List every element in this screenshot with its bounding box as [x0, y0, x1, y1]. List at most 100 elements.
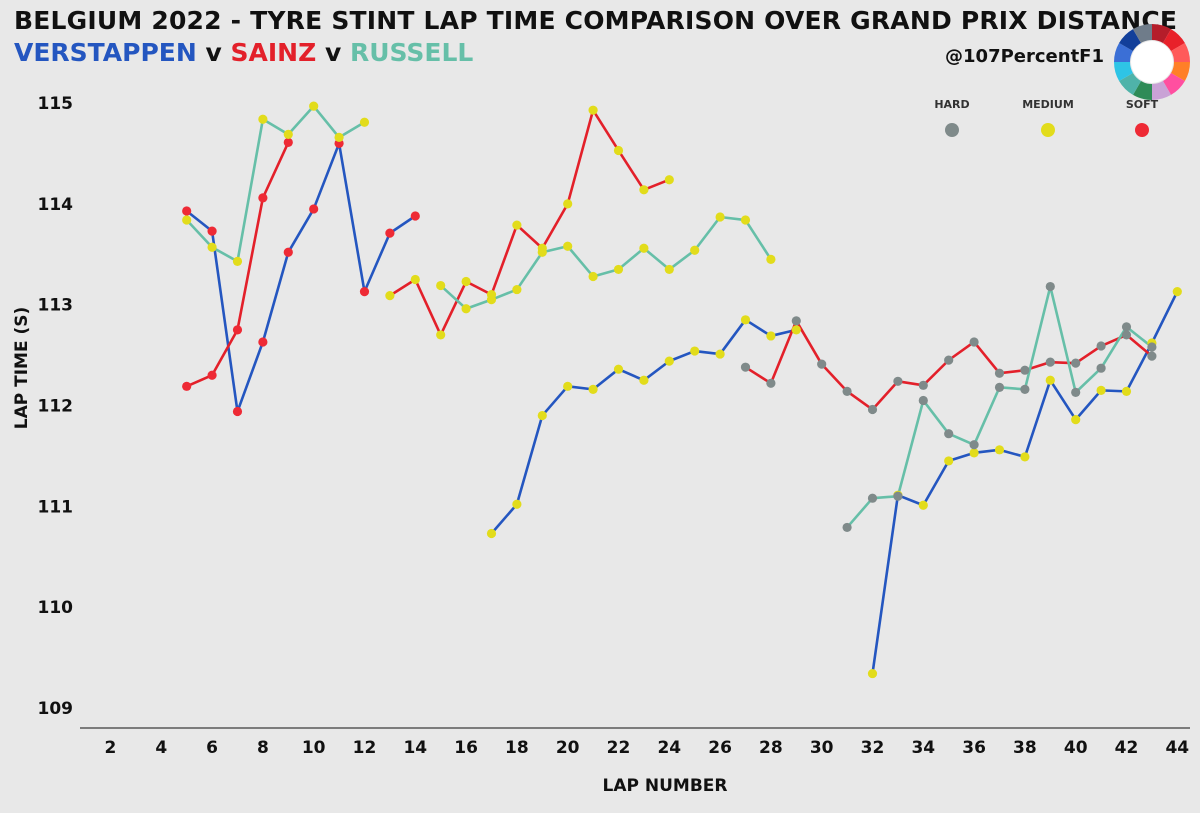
- series-points-sainz: [182, 105, 1157, 415]
- data-point: [486, 295, 497, 305]
- data-point: [994, 368, 1005, 378]
- y-tick-label: 115: [38, 94, 74, 114]
- data-point: [1121, 322, 1132, 332]
- logo-segment: [1163, 73, 1185, 95]
- data-point: [893, 491, 903, 501]
- series-points-verstappen: [182, 138, 1182, 679]
- data-point: [664, 356, 674, 366]
- data-point: [817, 359, 827, 369]
- data-point: [436, 330, 446, 340]
- x-tick-label: 40: [1064, 738, 1088, 758]
- data-point: [512, 284, 522, 295]
- data-point: [664, 175, 674, 185]
- data-point: [385, 228, 395, 238]
- stint-line-1: [185, 104, 366, 263]
- data-point: [766, 331, 776, 341]
- versus-label: v: [205, 38, 222, 67]
- data-point: [563, 199, 573, 209]
- data-point: [969, 337, 979, 347]
- driver-russell-label: RUSSELL: [349, 38, 474, 67]
- data-point: [1121, 330, 1132, 340]
- series-points-russell: [182, 101, 1157, 533]
- legend-marker-soft: [1135, 123, 1149, 137]
- stint-line-2: [490, 318, 797, 535]
- x-tick-label: 36: [962, 738, 986, 758]
- data-point: [1172, 286, 1182, 297]
- data-point: [410, 274, 420, 285]
- x-tick-label: 14: [403, 738, 427, 758]
- x-tick-label: 22: [607, 738, 631, 758]
- data-point: [359, 117, 370, 127]
- axes: 2 4 6 8 10 12 14 16 18 20 22 24 26 28 30 32 34 36 38 40 42 44…: [12, 94, 1190, 796]
- logo-segment: [1152, 24, 1171, 43]
- stint-line-3: [871, 291, 1179, 674]
- data-point: [791, 316, 801, 326]
- y-tick-label: 110: [38, 598, 74, 618]
- data-point: [1096, 385, 1106, 395]
- logo-segment: [1114, 43, 1133, 62]
- data-point: [867, 668, 878, 679]
- data-point: [740, 362, 751, 372]
- driver-sainz-label: SAINZ: [230, 38, 317, 67]
- data-point: [410, 211, 420, 221]
- y-tick-label: 114: [38, 195, 74, 215]
- stint-line-3: [846, 285, 1153, 529]
- data-point: [461, 304, 471, 314]
- data-point: [918, 380, 928, 390]
- data-point: [690, 346, 700, 356]
- stint-line-3: [744, 319, 1153, 411]
- data-point: [334, 132, 344, 142]
- donut-color-wheel-icon: [1114, 24, 1190, 100]
- data-point: [1096, 363, 1106, 373]
- x-tick-label: 2: [105, 738, 117, 758]
- x-tick-label: 10: [302, 738, 326, 758]
- stint-line-2: [389, 108, 670, 337]
- legend-label-hard: HARD: [934, 98, 969, 111]
- data-point: [944, 456, 954, 466]
- data-point: [1020, 365, 1030, 375]
- data-point: [1071, 387, 1081, 397]
- data-point: [740, 215, 751, 225]
- versus-label: v: [324, 38, 342, 67]
- chart-subtitle: VERSTAPPEN v SAINZ v RUSSELL: [14, 38, 473, 67]
- data-point: [613, 145, 624, 156]
- logo-segment: [1133, 81, 1152, 100]
- data-point: [537, 410, 547, 421]
- data-point: [664, 264, 674, 275]
- x-axis-label: LAP NUMBER: [603, 776, 728, 796]
- y-tick-label: 112: [38, 396, 74, 416]
- x-tick-label: 8: [257, 738, 269, 758]
- data-point: [639, 375, 649, 385]
- data-point: [461, 276, 471, 287]
- data-point: [740, 315, 751, 325]
- logo-segment: [1163, 29, 1185, 51]
- data-point: [944, 355, 954, 365]
- x-tick-label: 24: [657, 738, 681, 758]
- data-point: [994, 382, 1005, 392]
- data-point: [309, 101, 319, 111]
- data-point: [258, 193, 268, 203]
- data-point: [639, 243, 649, 253]
- data-point: [1096, 341, 1106, 351]
- data-point: [918, 395, 928, 406]
- legend: HARD MEDIUM SOFT: [934, 98, 1159, 137]
- data-point: [766, 254, 776, 264]
- data-point: [613, 364, 624, 374]
- data-point: [258, 337, 268, 347]
- y-tick-label: 111: [38, 497, 74, 517]
- data-point: [436, 280, 446, 291]
- data-point: [588, 384, 598, 394]
- x-tick-label: 16: [454, 738, 478, 758]
- data-point: [1020, 384, 1030, 394]
- y-axis-label: LAP TIME (S): [12, 307, 32, 430]
- data-point: [588, 105, 598, 115]
- legend-label-medium: MEDIUM: [1022, 98, 1074, 111]
- x-tick-label: 12: [353, 738, 377, 758]
- data-point: [232, 256, 243, 266]
- data-point: [715, 212, 725, 222]
- author-handle: @107PercentF1: [945, 46, 1104, 67]
- data-point: [563, 241, 573, 251]
- data-point: [1071, 358, 1081, 368]
- data-point: [486, 528, 497, 539]
- logo-segment: [1119, 29, 1141, 51]
